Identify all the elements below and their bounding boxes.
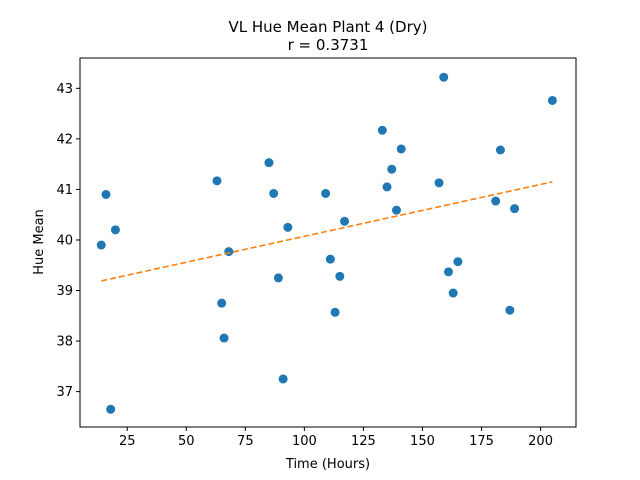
data-point (510, 204, 520, 214)
data-point (325, 254, 335, 264)
x-tick-label: 175 (469, 434, 494, 449)
y-tick-label: 41 (56, 183, 73, 198)
data-point (495, 145, 505, 155)
data-point (96, 240, 106, 250)
y-axis: 37 38 39 40 41 42 43 (56, 82, 80, 400)
data-point (448, 288, 458, 298)
data-point (391, 205, 401, 215)
data-point (224, 247, 234, 257)
data-point (273, 273, 283, 283)
x-tick-label: 150 (410, 434, 435, 449)
data-point (382, 182, 392, 192)
x-axis: 25 50 75 100 125 150 175 200 (119, 427, 553, 449)
data-point (453, 257, 463, 267)
chart-title: VL Hue Mean Plant 4 (Dry) (229, 18, 428, 36)
data-point (212, 176, 222, 186)
x-tick-label: 125 (351, 434, 376, 449)
y-tick-label: 38 (56, 335, 73, 350)
y-tick-label: 39 (56, 284, 73, 299)
data-point (106, 404, 116, 414)
data-point (219, 333, 229, 343)
x-tick-label: 200 (528, 434, 553, 449)
data-point (269, 188, 279, 198)
data-point (330, 307, 340, 317)
axes-frame (79, 57, 577, 428)
y-tick-label: 42 (56, 132, 73, 147)
y-tick-label: 37 (56, 385, 73, 400)
x-tick-label: 75 (237, 434, 254, 449)
y-axis-label: Hue Mean (32, 209, 47, 275)
data-point (439, 72, 449, 82)
y-tick-label: 40 (56, 233, 73, 248)
data-point (491, 196, 501, 206)
x-tick-label: 25 (119, 434, 136, 449)
x-tick-label: 50 (178, 434, 195, 449)
data-point (264, 158, 274, 168)
chart-subtitle: r = 0.3731 (288, 36, 369, 54)
data-point (434, 178, 444, 188)
data-point (387, 164, 397, 174)
y-tick-label: 43 (56, 82, 73, 97)
data-point (110, 225, 120, 235)
plot-area (96, 72, 557, 414)
data-point (101, 189, 111, 199)
x-tick-label: 100 (292, 434, 317, 449)
data-point (335, 271, 345, 281)
data-point (217, 298, 227, 308)
data-point (340, 216, 350, 226)
data-point (505, 305, 515, 315)
data-point (283, 222, 293, 232)
trend-line (101, 181, 553, 282)
data-point (443, 267, 453, 277)
x-axis-label: Time (Hours) (285, 457, 370, 472)
data-point (547, 95, 557, 105)
data-point (278, 374, 288, 384)
data-point (321, 188, 331, 198)
data-point (377, 125, 387, 135)
data-point (396, 144, 406, 154)
